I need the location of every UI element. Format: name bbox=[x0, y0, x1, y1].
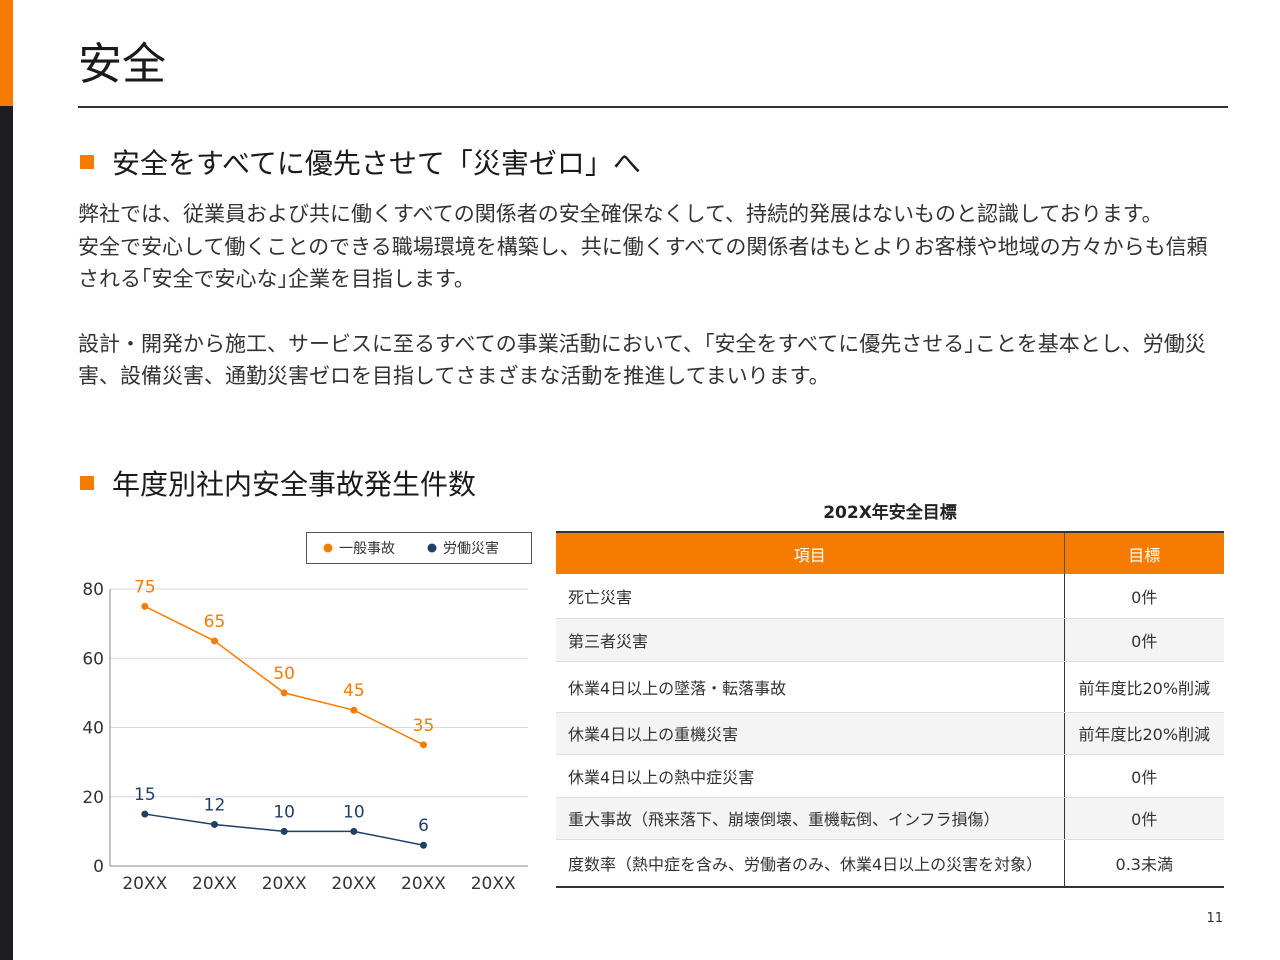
table-row: 度数率（熱中症を含み、労働者のみ、休業4日以上の災害を対象） 0.3未満 bbox=[556, 839, 1224, 887]
square-bullet-icon bbox=[80, 155, 94, 169]
side-bar bbox=[0, 106, 13, 960]
data-label: 50 bbox=[273, 664, 295, 684]
table-title: 202X年安全目標 bbox=[823, 503, 957, 523]
x-tick-label: 20XX bbox=[471, 874, 516, 894]
data-label: 75 bbox=[134, 577, 156, 597]
y-tick-label: 80 bbox=[82, 580, 104, 600]
title-divider bbox=[78, 106, 1228, 108]
paragraph: 弊社では、従業員および共に働くすべての関係者の安全確保なくして、持続的発展はない… bbox=[78, 202, 1163, 226]
cell-goal: 0件 bbox=[1063, 797, 1224, 840]
cell-goal: 0件 bbox=[1063, 754, 1224, 798]
safety-goals-table: 項目 目標 死亡災害 0件 第三者災害 0件 休業4日以上の墜落・転落事故 前年度比20… bbox=[556, 531, 1224, 888]
data-point bbox=[350, 706, 358, 714]
table-row: 休業4日以上の熱中症災害 0件 bbox=[556, 754, 1224, 798]
heading-text: 安全をすべてに優先させて「災害ゼロ」へ bbox=[112, 147, 641, 180]
data-label: 10 bbox=[343, 802, 365, 822]
cell-item: 休業4日以上の墜落・転落事故 bbox=[556, 661, 1064, 713]
cell-item: 休業4日以上の重機災害 bbox=[556, 712, 1064, 755]
x-tick-label: 20XX bbox=[262, 874, 307, 894]
x-tick-label: 20XX bbox=[192, 874, 237, 894]
y-tick-label: 20 bbox=[82, 788, 104, 808]
data-point bbox=[141, 602, 149, 610]
legend-box bbox=[306, 532, 532, 564]
legend-label: 労働災害 bbox=[443, 541, 499, 557]
data-point bbox=[141, 810, 149, 818]
data-label: 65 bbox=[204, 612, 226, 632]
heading-text: 年度別社内安全事故発生件数 bbox=[112, 468, 477, 501]
data-point bbox=[211, 820, 218, 828]
data-label: 15 bbox=[134, 785, 156, 805]
data-point bbox=[280, 689, 288, 697]
section-heading-safety: 安全をすべてに優先させて「災害ゼロ」へ bbox=[80, 142, 641, 182]
cell-goal: 0.3未満 bbox=[1063, 839, 1224, 887]
legend-marker bbox=[323, 543, 333, 553]
data-point bbox=[211, 637, 218, 645]
cell-goal: 0件 bbox=[1063, 574, 1224, 619]
data-label: 6 bbox=[418, 816, 429, 836]
legend-marker bbox=[427, 543, 437, 553]
data-point bbox=[420, 741, 427, 749]
section-heading-accidents: 年度別社内安全事故発生件数 bbox=[80, 463, 476, 503]
accent-bar bbox=[0, 0, 13, 106]
data-point bbox=[420, 841, 427, 849]
x-tick-label: 20XX bbox=[122, 874, 167, 894]
cell-goal: 前年度比20%削減 bbox=[1063, 712, 1224, 755]
cell-item: 第三者災害 bbox=[556, 618, 1064, 662]
cell-item: 重大事故（飛来落下、崩壊倒壊、重機転倒、インフラ損傷） bbox=[556, 797, 1064, 840]
y-tick-label: 60 bbox=[82, 649, 104, 669]
cell-item: 休業4日以上の熱中症災害 bbox=[556, 754, 1064, 798]
header-item: 項目 bbox=[556, 532, 1064, 574]
data-point bbox=[350, 827, 358, 835]
header-goal: 目標 bbox=[1063, 532, 1224, 574]
legend-label: 一般事故 bbox=[339, 541, 395, 557]
table-row: 休業4日以上の重機災害 前年度比20%削減 bbox=[556, 712, 1224, 755]
y-tick-label: 40 bbox=[82, 719, 104, 739]
paragraph: 設計・開発から施工、サービスに至るすべての事業活動において、｢安全をすべてに優先… bbox=[78, 331, 1206, 389]
square-bullet-icon bbox=[80, 476, 94, 490]
cell-goal: 0件 bbox=[1063, 618, 1224, 662]
cell-item: 死亡災害 bbox=[556, 574, 1064, 619]
data-point bbox=[280, 827, 288, 835]
cell-goal: 前年度比20%削減 bbox=[1063, 661, 1224, 713]
x-tick-label: 20XX bbox=[331, 874, 376, 894]
data-label: 12 bbox=[204, 795, 226, 815]
data-label: 45 bbox=[343, 681, 365, 701]
table-row: 休業4日以上の墜落・転落事故 前年度比20%削減 bbox=[556, 661, 1224, 713]
accident-line-chart: 0 20 40 60 80 20XX 20XX 20XX 20XX 20XX 20XX 75 65 50 4… bbox=[82, 532, 532, 894]
cell-item: 度数率（熱中症を含み、労働者のみ、休業4日以上の災害を対象） bbox=[568, 854, 1043, 874]
data-label: 10 bbox=[273, 802, 295, 822]
x-tick-label: 20XX bbox=[401, 874, 446, 894]
table-row: 第三者災害 0件 bbox=[556, 618, 1224, 662]
intro-text: 弊社では、従業員および共に働くすべての関係者の安全確保なくして、持続的発展はない… bbox=[78, 198, 1228, 393]
y-tick-label: 0 bbox=[93, 857, 104, 877]
page-number: 11 bbox=[1206, 911, 1223, 926]
table-row: 死亡災害 0件 bbox=[556, 574, 1224, 619]
page-title: 安全 bbox=[78, 39, 166, 90]
data-label: 35 bbox=[413, 716, 435, 736]
paragraph: 安全で安心して働くことのできる職場環境を構築し、共に働くすべての関係者はもとより… bbox=[78, 234, 1208, 292]
table-row: 重大事故（飛来落下、崩壊倒壊、重機転倒、インフラ損傷） 0件 bbox=[556, 797, 1224, 840]
